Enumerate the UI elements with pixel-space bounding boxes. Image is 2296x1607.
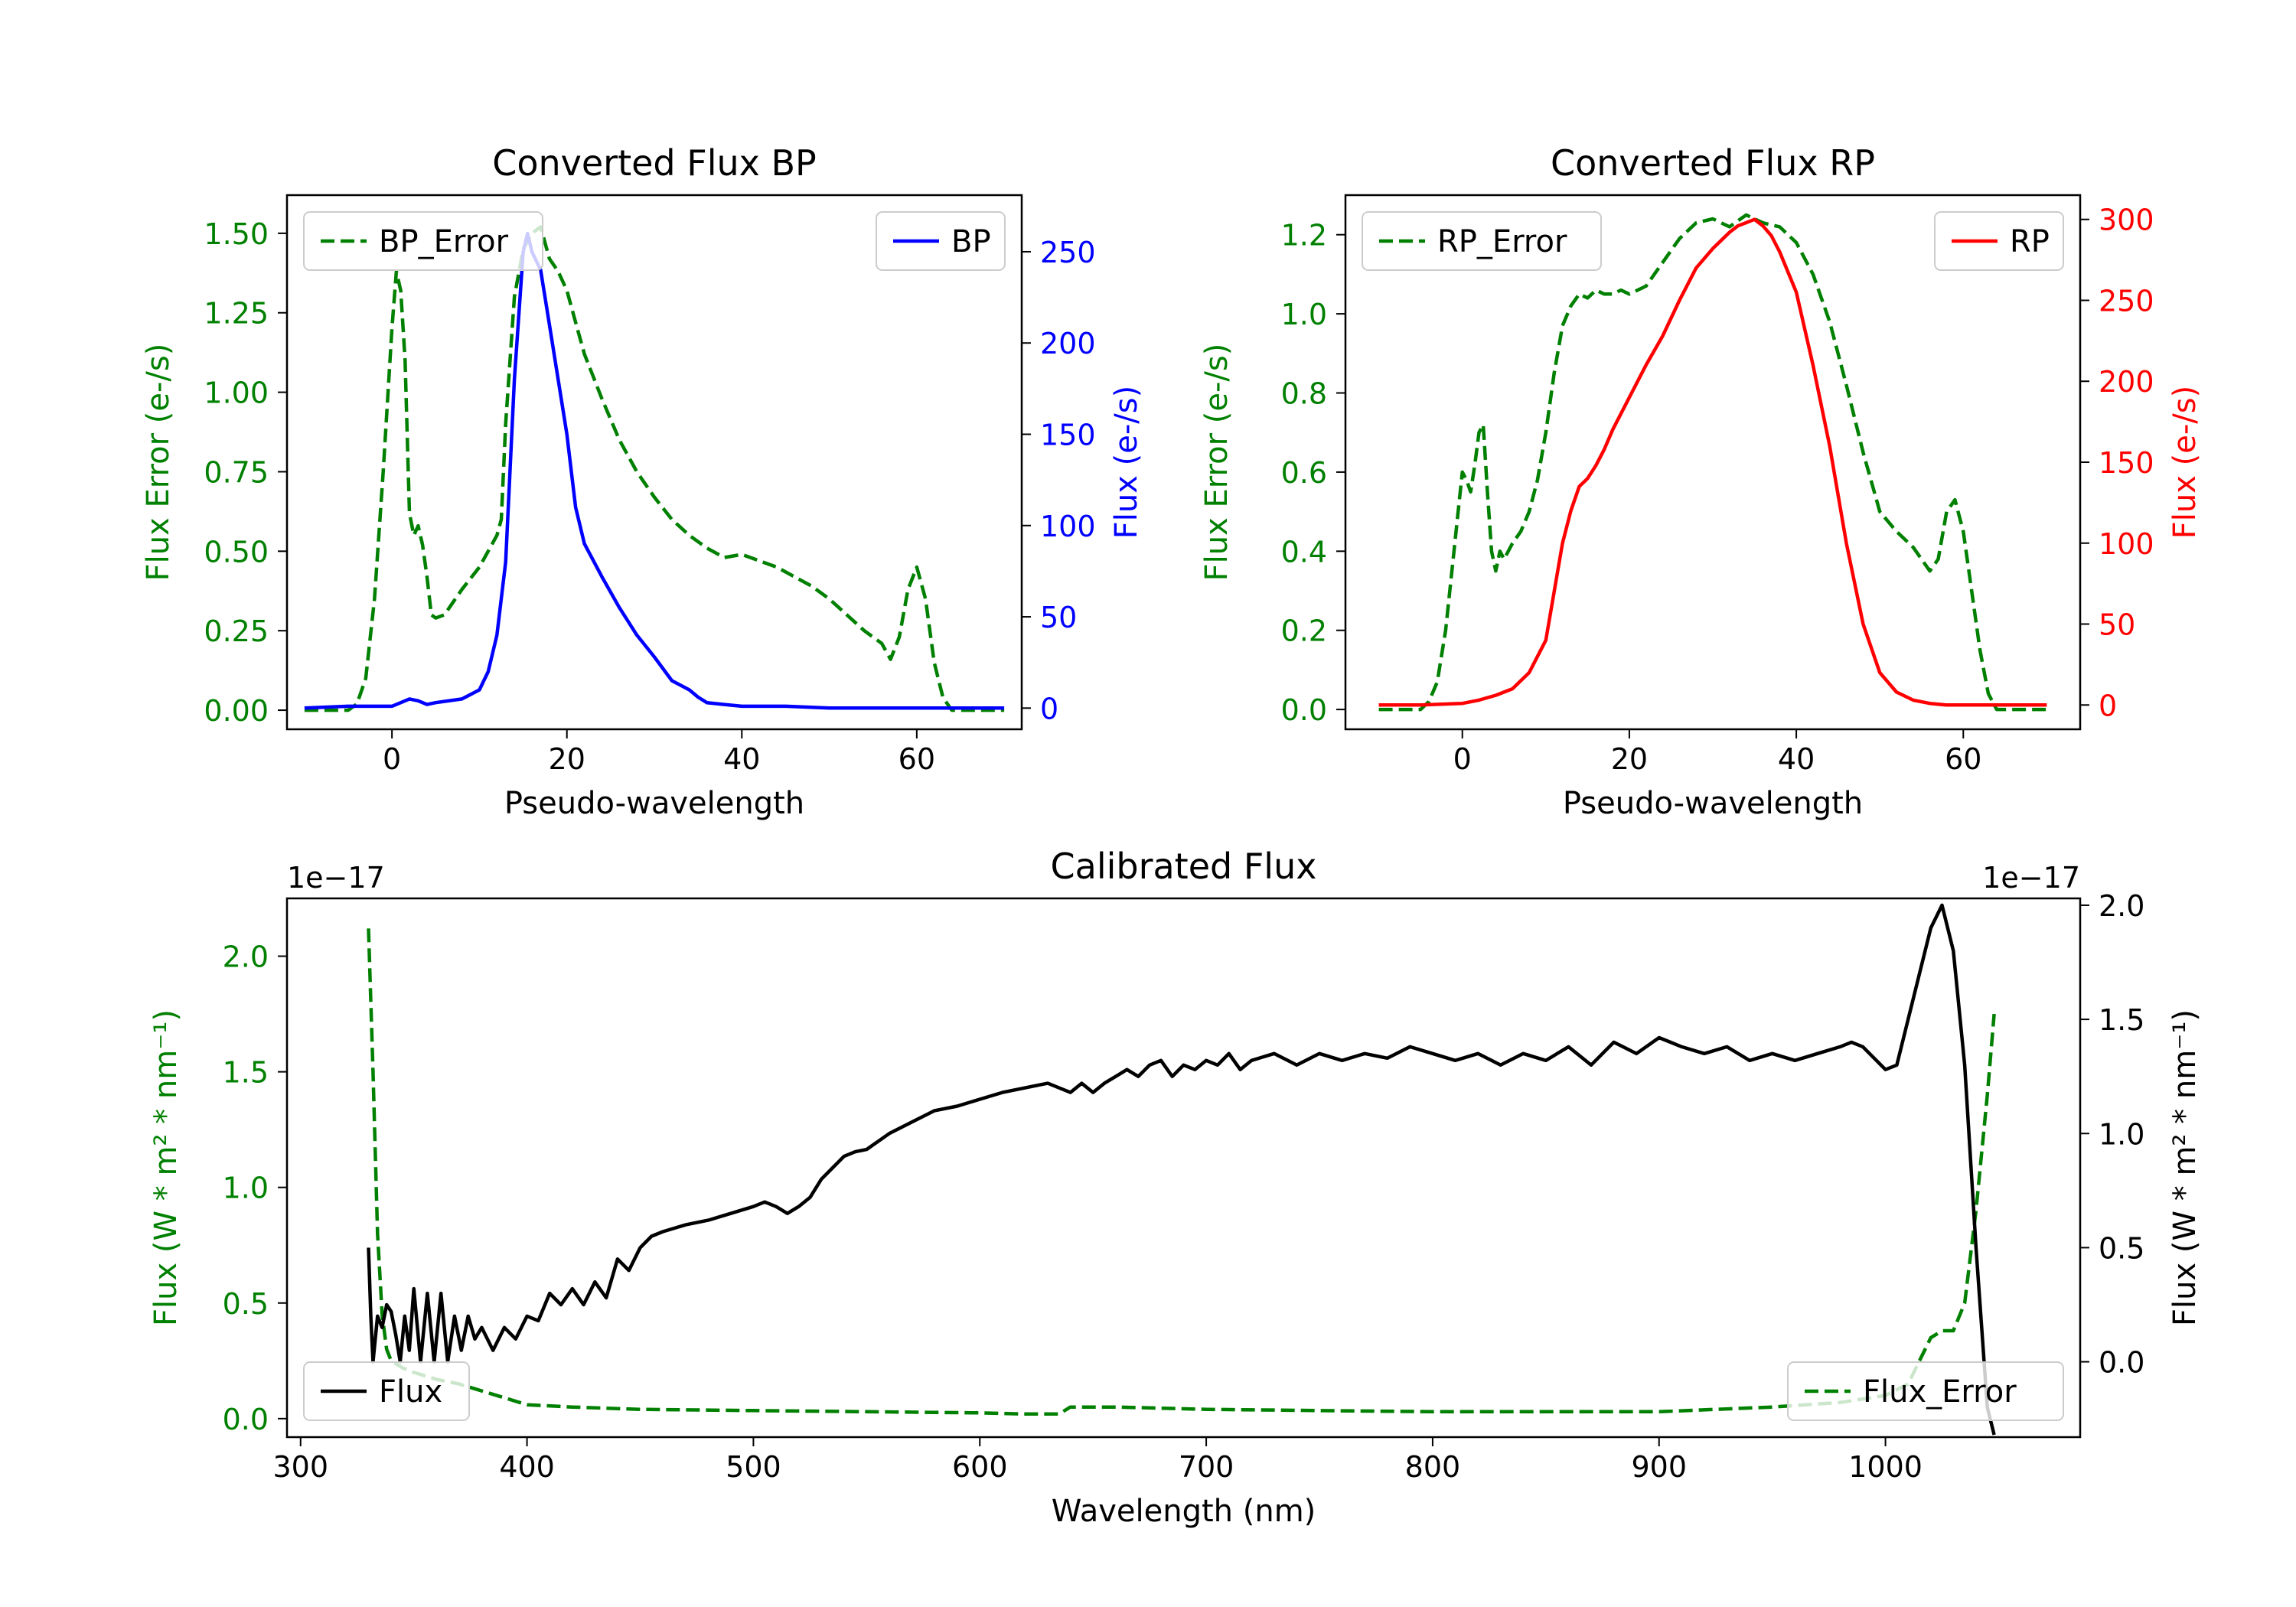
legend-box: [1787, 1361, 2064, 1421]
y-right-tick-label: 100: [2099, 527, 2154, 561]
x-axis-label: Wavelength (nm): [1052, 1494, 1316, 1529]
plot-frame: [285, 897, 2082, 1439]
legend-label: RP_Error: [1437, 224, 1567, 259]
y-left-tick-label: 0.25: [204, 614, 269, 648]
chart-title: Converted Flux RP: [1551, 142, 1875, 184]
legend-rp-error: RP_Error: [1362, 211, 1602, 271]
x-tick-label: 0: [383, 742, 401, 776]
chart-bp: 0 20 40 60 Pseudo-wavelength 0.00 0.25 0.50 0.75…: [141, 142, 1144, 821]
legend-label: BP: [951, 224, 991, 259]
y-right-tick-label: 0: [2099, 689, 2117, 722]
y-left-tick-label: 0.5: [223, 1287, 269, 1321]
series-line-flux: [367, 903, 1996, 1436]
x-tick-label: 60: [1945, 742, 1981, 776]
chart-rp: 0 20 40 60 Pseudo-wavelength 0.0 0.2 0.4 0.6 0.8 1…: [1199, 142, 2203, 821]
x-axis-label: Pseudo-wavelength: [504, 786, 804, 821]
y-right-tick-label: 100: [1040, 510, 1096, 543]
series-line-rp: [1378, 217, 2047, 707]
legend-label: BP_Error: [379, 224, 509, 259]
legend-box: [1362, 211, 1602, 271]
chart-title: Converted Flux BP: [492, 142, 817, 184]
legend-rp: RP: [1934, 211, 2064, 271]
x-tick-label: 20: [1611, 742, 1648, 776]
y-right-axis-label: Flux (e-/s): [2167, 386, 2203, 539]
y-right-tick-label: 0.0: [2099, 1346, 2144, 1380]
legend-label: Flux_Error: [1863, 1374, 2017, 1410]
series-line-bp: [304, 231, 1005, 710]
legend-bp: BP: [876, 211, 1006, 271]
series-line-bp-error: [304, 225, 1005, 712]
y-right-tick-label: 150: [2099, 446, 2154, 480]
y-left-tick-label: 0.50: [204, 535, 269, 569]
x-tick-label: 0: [1453, 742, 1472, 776]
x-tick-label: 500: [726, 1450, 781, 1484]
x-tick-label: 40: [1778, 742, 1815, 776]
y-left-tick-label: 2.0: [223, 940, 269, 974]
y-right-tick-label: 0: [1040, 692, 1058, 725]
y-right-tick-label: 250: [2099, 284, 2154, 318]
y-left-tick-label: 0.75: [204, 455, 269, 489]
y-right-tick-label: 1.5: [2099, 1003, 2144, 1037]
y-right-axis-label: Flux (e-/s): [1109, 386, 1144, 539]
y-left-tick-label: 1.00: [204, 376, 269, 410]
chart-title: Calibrated Flux: [1051, 846, 1317, 887]
y-left-tick-label: 1.0: [1281, 298, 1327, 331]
y-left-tick-label: 1.50: [204, 217, 269, 251]
legend-label: RP: [2010, 224, 2050, 259]
x-tick-label: 300: [272, 1450, 328, 1484]
legend-box: [303, 211, 543, 271]
y-left-tick-label: 0.0: [223, 1403, 269, 1436]
y-right-tick-label: 200: [2099, 365, 2154, 399]
x-tick-label: 20: [549, 742, 585, 776]
y-left-tick-label: 0.4: [1281, 535, 1327, 569]
y-right-tick-label: 50: [1040, 601, 1077, 634]
y-right-tick-label: 250: [1040, 236, 1096, 269]
x-tick-label: 700: [1179, 1450, 1234, 1484]
legend-box: [876, 211, 1006, 271]
legend-flux: Flux: [303, 1361, 470, 1421]
y-left-tick-label: 0.0: [1281, 693, 1327, 727]
plot-frame: [1344, 194, 2082, 731]
x-tick-label: 900: [1631, 1450, 1687, 1484]
y-right-tick-label: 50: [2099, 608, 2135, 642]
series-line-flux-error: [367, 928, 1996, 1416]
y-left-tick-label: 1.2: [1281, 219, 1327, 253]
y-right-tick-label: 1.0: [2099, 1117, 2144, 1151]
x-tick-label: 1000: [1848, 1450, 1923, 1484]
y-left-axis-label: Flux (W * m² * nm⁻¹): [148, 1009, 184, 1326]
y-right-tick-label: 200: [1040, 327, 1096, 360]
legend-bp-error: BP_Error: [303, 211, 543, 271]
y-left-axis-label: Flux Error (e-/s): [141, 344, 176, 582]
y-right-tick-label: 0.5: [2099, 1231, 2144, 1265]
y-right-axis-label: Flux (W * m² * nm⁻¹): [2167, 1009, 2203, 1326]
x-tick-label: 60: [899, 742, 935, 776]
x-tick-label: 40: [723, 742, 760, 776]
legend-box: [1934, 211, 2064, 271]
x-tick-label: 600: [952, 1450, 1008, 1484]
y-left-tick-label: 0.00: [204, 694, 269, 728]
x-tick-label: 800: [1405, 1450, 1461, 1484]
chart-cal: 300 400 500 600 700 800 900 1000 Wavelength (nm)…: [148, 846, 2203, 1529]
y-right-tick-label: 150: [1040, 419, 1096, 452]
y-left-tick-label: 0.6: [1281, 456, 1327, 490]
y-left-tick-label: 1.0: [223, 1172, 269, 1205]
plot-frame: [285, 194, 1023, 731]
y-left-tick-label: 0.8: [1281, 377, 1327, 411]
legend-label: Flux: [379, 1374, 442, 1410]
y-left-tick-label: 1.5: [223, 1056, 269, 1090]
legend-flux-error: Flux_Error: [1787, 1361, 2064, 1421]
y-left-tick-label: 0.2: [1281, 614, 1327, 648]
legend-box: [303, 1361, 470, 1421]
y-right-offset-text: 1e−17: [1982, 861, 2080, 895]
x-tick-label: 400: [499, 1450, 555, 1484]
x-axis-label: Pseudo-wavelength: [1563, 786, 1863, 821]
y-right-tick-label: 300: [2099, 204, 2154, 237]
y-left-offset-text: 1e−17: [287, 861, 385, 895]
series-line-rp-error: [1378, 213, 2047, 712]
y-left-tick-label: 1.25: [204, 297, 269, 331]
y-right-tick-label: 2.0: [2099, 889, 2144, 923]
y-left-axis-label: Flux Error (e-/s): [1199, 344, 1234, 582]
